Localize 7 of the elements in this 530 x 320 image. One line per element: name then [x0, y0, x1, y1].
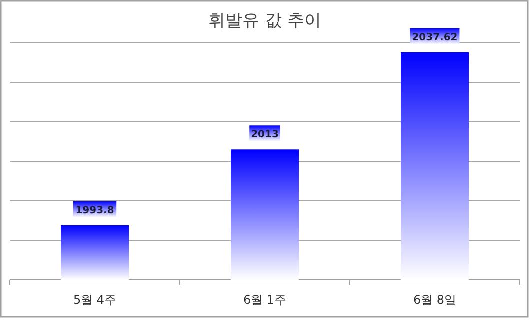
chart-title: 휘발유 값 추이	[208, 11, 322, 31]
data-label: 1993.8	[76, 205, 114, 216]
data-label: 2013	[251, 130, 279, 141]
x-tick-label: 5월 4주	[73, 293, 117, 307]
data-label: 2037.62	[412, 32, 458, 44]
x-tick-label: 6월 8일	[413, 293, 457, 307]
x-tick-label: 6월 1주	[243, 293, 287, 307]
